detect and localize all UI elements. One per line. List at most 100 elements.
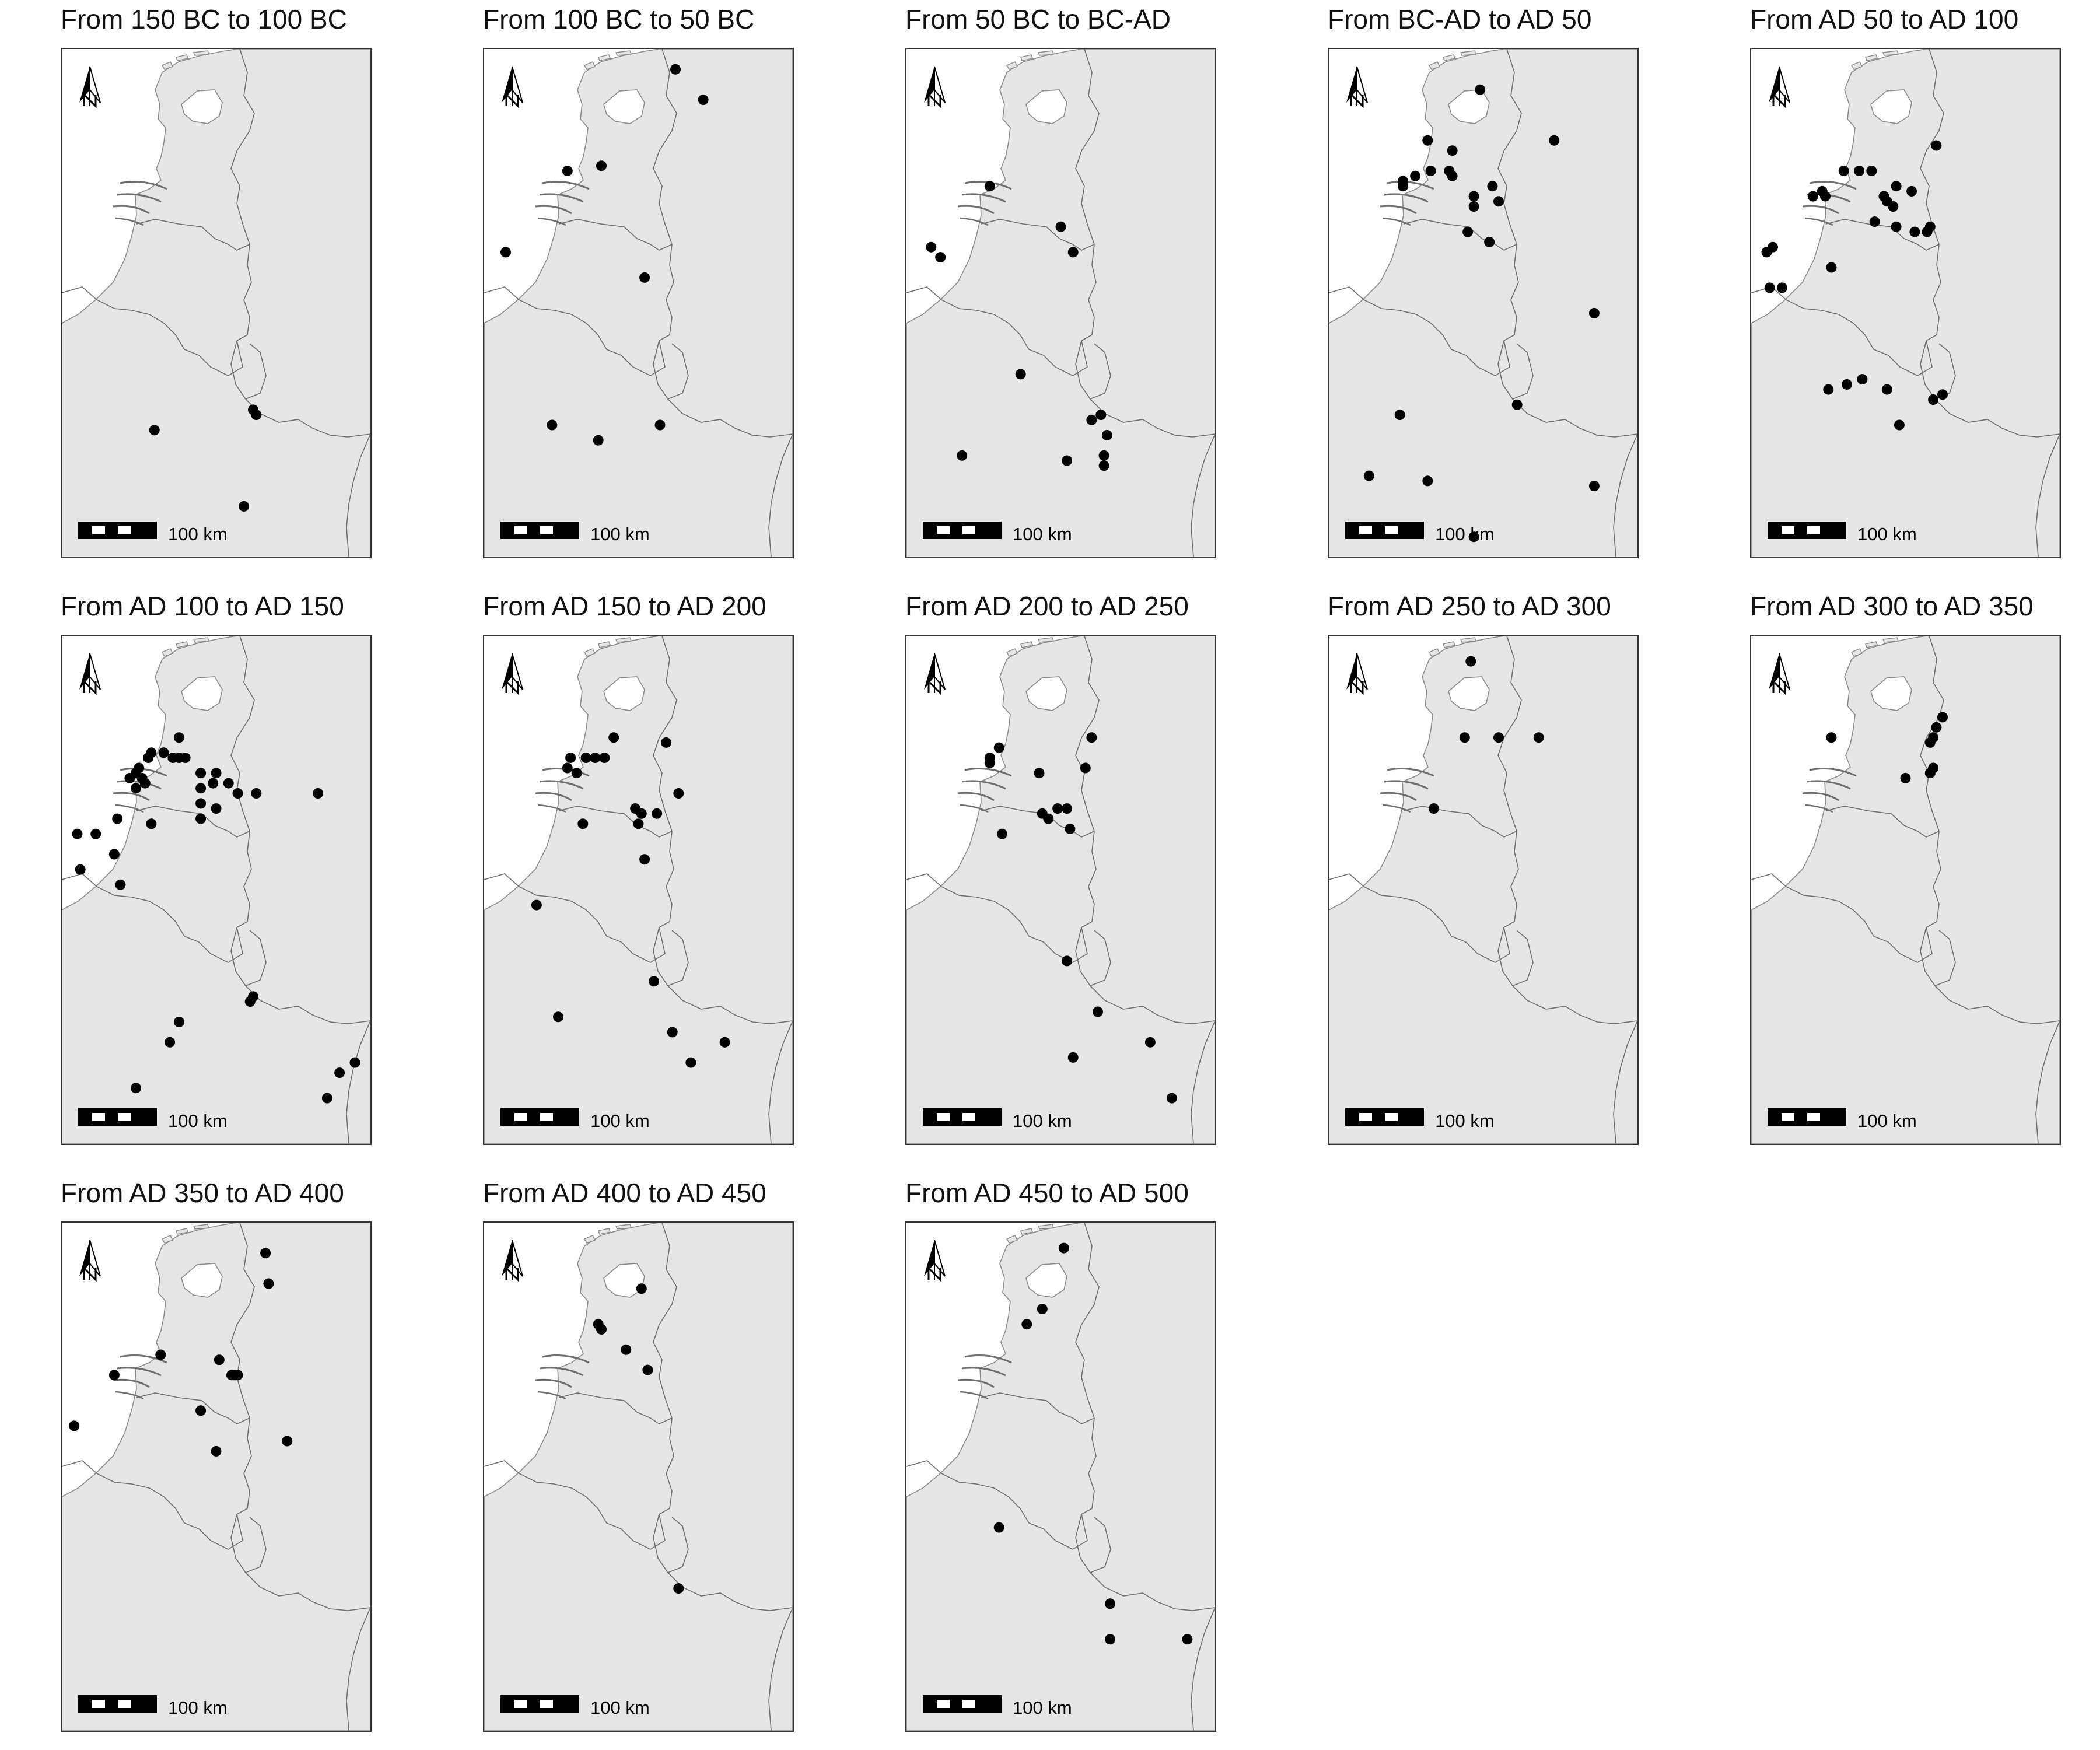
site-point xyxy=(349,1057,360,1068)
border-nl-be xyxy=(1825,219,1940,251)
site-points xyxy=(149,404,262,512)
land-area xyxy=(1329,49,1637,557)
map-frame: 100 km xyxy=(1328,635,1639,1145)
estuary xyxy=(1384,193,1429,203)
site-point xyxy=(313,788,324,799)
map-canvas xyxy=(1329,49,1637,557)
map-canvas xyxy=(484,1223,793,1731)
panel-title: From AD 100 to AD 150 xyxy=(61,591,344,621)
site-point xyxy=(553,1012,564,1023)
site-point xyxy=(596,160,607,172)
site-points xyxy=(926,181,1112,471)
site-point xyxy=(239,501,250,512)
island xyxy=(1851,61,1863,70)
island xyxy=(1020,54,1033,61)
estuary xyxy=(117,193,162,203)
estuary xyxy=(960,1391,989,1400)
site-point xyxy=(596,1324,607,1335)
scale-bar-label: 100 km xyxy=(590,524,650,544)
border-fr-de xyxy=(667,985,793,1024)
island xyxy=(1038,50,1054,56)
site-point xyxy=(698,94,709,106)
site-point xyxy=(164,1037,176,1048)
border-rhine xyxy=(768,1607,793,1731)
island xyxy=(1865,54,1878,61)
site-point xyxy=(131,783,141,794)
site-point xyxy=(1937,712,1948,723)
scale-bar xyxy=(501,1695,579,1713)
map-frame: 100 km xyxy=(483,1222,794,1732)
site-point xyxy=(1428,803,1439,814)
site-point xyxy=(115,879,126,890)
map-frame: 100 km xyxy=(61,48,372,558)
site-points xyxy=(531,732,730,1068)
inland-water xyxy=(1026,676,1068,711)
island xyxy=(1865,641,1878,648)
estuary xyxy=(1802,205,1839,215)
site-point xyxy=(562,762,573,774)
inland-water xyxy=(1026,89,1068,124)
estuary xyxy=(1380,205,1417,215)
scale-bar xyxy=(923,1108,1002,1126)
estuary xyxy=(542,1354,590,1364)
site-point xyxy=(1462,226,1474,237)
site-point xyxy=(935,252,946,263)
border-nl-de xyxy=(653,1223,677,1419)
border-fr-de xyxy=(245,1572,370,1611)
site-point xyxy=(578,818,589,830)
panel-title: From AD 400 to AD 450 xyxy=(483,1178,766,1208)
island xyxy=(1020,641,1033,648)
site-point xyxy=(1511,399,1522,410)
border-lux xyxy=(1497,340,1534,400)
border-be-de xyxy=(236,831,252,928)
site-point xyxy=(244,996,256,1007)
site-point xyxy=(1468,201,1479,212)
inland-water xyxy=(181,89,223,124)
site-point xyxy=(1062,455,1073,466)
site-point xyxy=(993,742,1005,753)
estuary xyxy=(1802,792,1839,802)
border-fr-de xyxy=(1090,985,1215,1024)
site-point xyxy=(167,752,178,763)
site-point xyxy=(112,813,123,824)
site-point xyxy=(593,435,604,446)
map-panel: From AD 250 to AD 300 xyxy=(1325,587,1643,1147)
estuary xyxy=(120,181,167,190)
site-point xyxy=(1468,191,1479,202)
site-point xyxy=(334,1068,345,1079)
border-rhine xyxy=(1191,433,1215,557)
estuary xyxy=(542,181,590,190)
site-point xyxy=(670,64,681,75)
estuary xyxy=(964,1354,1012,1364)
border-rhine xyxy=(2035,1020,2060,1144)
scale-bar-label: 100 km xyxy=(168,524,228,544)
island xyxy=(176,641,188,648)
border-nl-be xyxy=(136,806,250,838)
map-panel: From AD 200 to AD 250 xyxy=(903,587,1221,1147)
border-lux xyxy=(1920,927,1956,986)
site-point xyxy=(1888,201,1899,212)
site-point xyxy=(1549,135,1560,146)
map-frame: 100 km xyxy=(1328,48,1639,558)
north-arrow-icon xyxy=(502,1240,523,1282)
site-point xyxy=(1764,282,1775,293)
site-point xyxy=(1447,170,1458,181)
site-point xyxy=(1015,369,1026,380)
site-point xyxy=(260,1248,271,1259)
site-point xyxy=(282,1436,293,1447)
site-point xyxy=(195,813,206,824)
site-point xyxy=(1906,186,1917,197)
site-points xyxy=(1363,84,1600,542)
scale-bar xyxy=(78,522,157,539)
scale-bar-label: 100 km xyxy=(1435,1111,1494,1131)
site-point xyxy=(211,768,222,779)
site-points xyxy=(501,64,709,446)
island xyxy=(1038,1224,1054,1230)
scale-bar xyxy=(1345,522,1424,539)
site-point xyxy=(1068,1052,1079,1063)
island xyxy=(598,1228,611,1235)
island xyxy=(1443,641,1455,648)
site-point xyxy=(1052,803,1063,814)
map-canvas xyxy=(907,636,1215,1144)
land-area xyxy=(62,1223,370,1731)
